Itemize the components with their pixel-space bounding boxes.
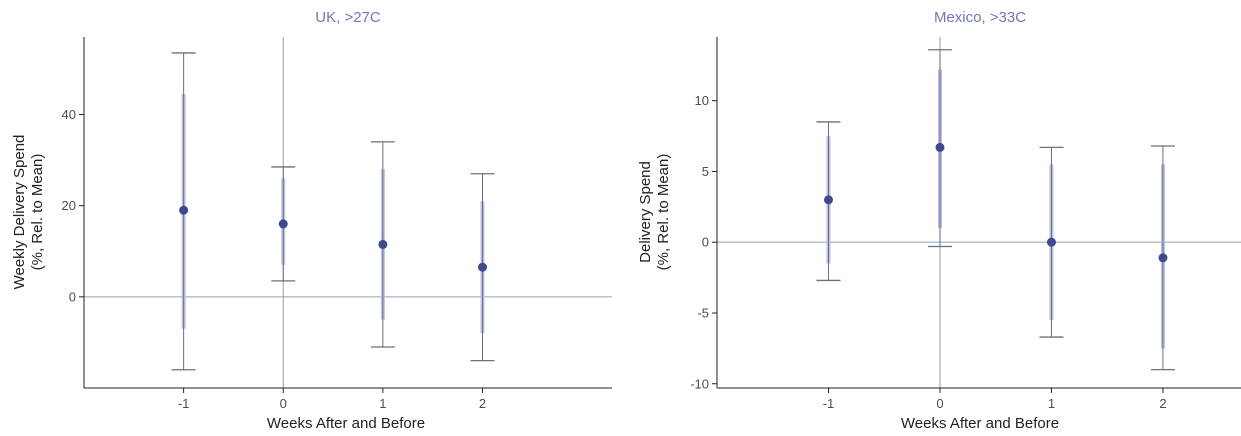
panel-2-estimate-point [823,195,833,205]
panel-1-x-tick-label: -1 [178,396,190,411]
panel-2-x-axis-title: Weeks After and Before [901,415,1059,432]
panel-1-y-axis-title-line-2: (%, Rel. to Mean) [29,154,46,271]
panel-1-y-axis-title-line-1: Weekly Delivery Spend [11,135,28,290]
panel-1-x-axis-title: Weeks After and Before [267,415,425,432]
panel-1-x-tick-label: 2 [479,396,486,411]
panel-1-y-tick-label: 40 [62,107,76,122]
panel-2-y-tick-label: 0 [702,235,709,250]
panel-2-title: Mexico, >33C [934,9,1026,26]
panel-2-x-tick-label: 2 [1159,396,1166,411]
panel-2-y-axis-title-line-2: (%, Rel. to Mean) [655,154,672,271]
panel-2-estimate-point [1158,253,1168,263]
panel-2-y-tick-label: 5 [702,164,709,179]
panel-1-y-tick-label: 20 [62,198,76,213]
panel-2-estimate-point [1046,237,1056,247]
panel-2-y-tick-label: 10 [695,93,709,108]
panel-1-estimate-point [278,219,288,229]
panel-2-y-axis-title-line-1: Delivery Spend [637,161,654,263]
panel-1-title: UK, >27C [315,9,381,26]
panel-1-estimate-point [477,262,487,272]
panel-1-y-tick-label: 0 [69,289,76,304]
panel-2-estimate-point [935,142,945,152]
panel-1-x-tick-label: 1 [379,396,386,411]
panel-2-x-tick-label: -1 [823,396,835,411]
panel-1-estimate-point [179,205,189,215]
panel-1-x-tick-label: 0 [280,396,287,411]
panel-2-x-tick-label: 0 [936,396,943,411]
panel-2-y-tick-label: -5 [697,305,709,320]
panel-2-y-tick-label: -10 [690,376,709,391]
panel-2-x-tick-label: 1 [1048,396,1055,411]
panel-1-estimate-point [378,239,388,249]
